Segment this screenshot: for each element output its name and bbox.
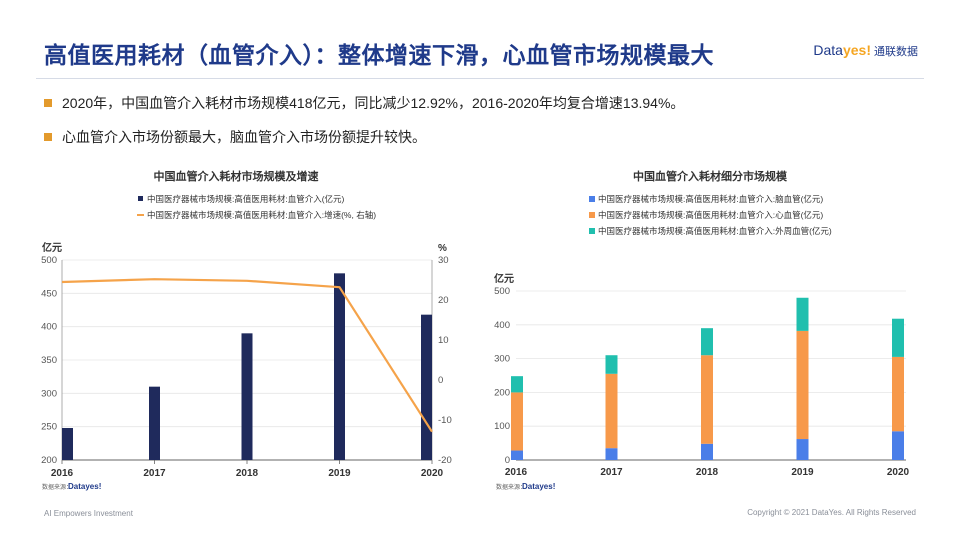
page-title: 高值医用耗材（血管介入）：整体增速下滑，心血管市场规模最大 xyxy=(44,42,714,68)
chart2-ylabel: 亿元 xyxy=(494,272,514,285)
chart2-ytick: 300 xyxy=(494,354,510,365)
bullet-text-1: 2020年，中国血管介入耗材市场规模418亿元，同比减少12.92%，2016-… xyxy=(62,95,685,111)
bullet-marker xyxy=(44,99,52,107)
chart1-bar-2020 xyxy=(421,314,432,460)
chart1-legend-bar-swatch xyxy=(138,196,143,201)
chart2-bar-brain-2018 xyxy=(701,443,713,460)
chart2-legend-brain-label: 中国医疗器械市场规模:高值医用耗材:血管介入:脑血管(亿元) xyxy=(598,194,823,204)
chart2-ytick: 200 xyxy=(494,387,510,398)
chart2-bar-peripheral-2020 xyxy=(892,318,904,357)
market-size-growth-chart: 中国血管介入耗材市场规模及增速 中国医疗器械市场规模:高值医用耗材:血管介入(亿… xyxy=(41,169,452,491)
chart2-source-label: 数据来源： xyxy=(496,483,526,491)
bullet-marker xyxy=(44,133,52,141)
chart2-bar-cardio-2018 xyxy=(701,355,713,444)
chart1-xtick-label: 2018 xyxy=(236,468,259,479)
chart2-bar-peripheral-2018 xyxy=(701,328,713,356)
chart1-ytick-left: 450 xyxy=(41,288,57,299)
chart2-bar-peripheral-2017 xyxy=(605,355,618,374)
chart2-bar-cardio-2020 xyxy=(892,356,904,432)
chart2-xtick-label: 2019 xyxy=(791,467,814,478)
chart1-bar-2018 xyxy=(241,333,253,460)
chart1-ytick-right: 30 xyxy=(438,255,449,266)
chart2-bar-cardio-2016 xyxy=(511,392,523,451)
chart2-ytick: 0 xyxy=(505,455,510,466)
datayes-logo: Datayes! 通联数据 xyxy=(813,42,918,59)
chart2-bar-brain-2016 xyxy=(511,450,523,460)
chart2-xtick-label: 2017 xyxy=(600,467,623,478)
chart1-ytick-right: -10 xyxy=(438,415,452,426)
chart1-xtick-label: 2020 xyxy=(421,468,444,479)
chart2-legend-cardio-label: 中国医疗器械市场规模:高值医用耗材:血管介入:心血管(亿元) xyxy=(598,210,823,220)
footer-tagline: AI Empowers Investment xyxy=(44,509,133,518)
logo-yes-text: yes! xyxy=(842,42,871,58)
chart1-bar-2017 xyxy=(149,386,160,460)
bullet-item-2: 心血管介入市场份额最大，脑血管介入市场份额提升较快。 xyxy=(44,127,426,147)
chart1-bar-2019 xyxy=(334,273,345,460)
chart1-ytick-left: 350 xyxy=(41,355,57,366)
logo-cn-text: 通联数据 xyxy=(874,46,918,58)
chart2-source-brand: Datayes! xyxy=(522,482,555,491)
chart1-ytick-right: 10 xyxy=(438,335,449,346)
chart1-title: 中国血管介入耗材市场规模及增速 xyxy=(154,169,319,183)
bullet-text-2: 心血管介入市场份额最大，脑血管介入市场份额提升较快。 xyxy=(62,129,426,145)
chart2-xtick-label: 2016 xyxy=(505,467,528,478)
chart1-ylabel-left: 亿元 xyxy=(42,241,62,254)
chart2-ytick: 100 xyxy=(494,421,510,432)
chart1-source-label: 数据来源： xyxy=(42,483,72,491)
chart2-legend-brain-swatch xyxy=(589,196,595,202)
chart1-bar-2016 xyxy=(62,428,73,460)
chart1-growth-line xyxy=(61,278,433,433)
chart1-ytick-right: 0 xyxy=(438,375,443,386)
header-divider xyxy=(36,78,924,79)
chart1-ytick-left: 300 xyxy=(41,388,57,399)
chart2-bar-brain-2017 xyxy=(605,448,618,460)
chart1-ytick-left: 400 xyxy=(41,322,57,333)
chart1-legend-line-label: 中国医疗器械市场规模:高值医用耗材:血管介入:增速(%, 右轴) xyxy=(147,210,376,220)
chart1-xtick-label: 2019 xyxy=(328,468,351,479)
chart2-bar-peripheral-2019 xyxy=(796,297,809,331)
chart2-xtick-label: 2018 xyxy=(696,467,719,478)
chart2-bar-cardio-2019 xyxy=(796,330,809,440)
chart2-ytick: 400 xyxy=(494,320,510,331)
chart1-ylabel-right: % xyxy=(438,243,447,254)
chart2-bar-peripheral-2016 xyxy=(511,376,523,393)
segment-market-size-chart: 中国血管介入耗材细分市场规模 中国医疗器械市场规模:高值医用耗材:血管介入:脑血… xyxy=(494,169,910,491)
chart2-xtick-label: 2020 xyxy=(887,467,910,478)
chart1-source-brand: Datayes! xyxy=(68,482,101,491)
bullet-item-1: 2020年，中国血管介入耗材市场规模418亿元，同比减少12.92%，2016-… xyxy=(44,93,684,113)
chart2-legend-peripheral-label: 中国医疗器械市场规模:高值医用耗材:血管介入:外周血管(亿元) xyxy=(598,226,832,236)
chart2-bar-brain-2019 xyxy=(796,439,809,460)
chart1-legend-bar-label: 中国医疗器械市场规模:高值医用耗材:血管介入(亿元) xyxy=(147,194,345,204)
chart1-ytick-left: 200 xyxy=(41,455,57,466)
chart1-xtick-label: 2017 xyxy=(143,468,166,479)
chart2-legend-peripheral-swatch xyxy=(589,228,595,234)
logo-data-text: Data xyxy=(813,42,843,58)
chart2-bar-brain-2020 xyxy=(892,431,904,460)
chart2-ytick: 500 xyxy=(494,286,510,297)
chart1-ytick-right: -20 xyxy=(438,455,452,466)
chart1-ytick-right: 20 xyxy=(438,295,449,306)
chart2-bar-cardio-2017 xyxy=(605,373,618,449)
chart1-xtick-label: 2016 xyxy=(51,468,74,479)
chart2-title: 中国血管介入耗材细分市场规模 xyxy=(633,169,788,183)
chart1-ytick-left: 500 xyxy=(41,255,57,266)
chart2-legend-cardio-swatch xyxy=(589,212,595,218)
chart1-ytick-left: 250 xyxy=(41,422,57,433)
footer-copyright: Copyright © 2021 DataYes. All Rights Res… xyxy=(747,508,916,517)
